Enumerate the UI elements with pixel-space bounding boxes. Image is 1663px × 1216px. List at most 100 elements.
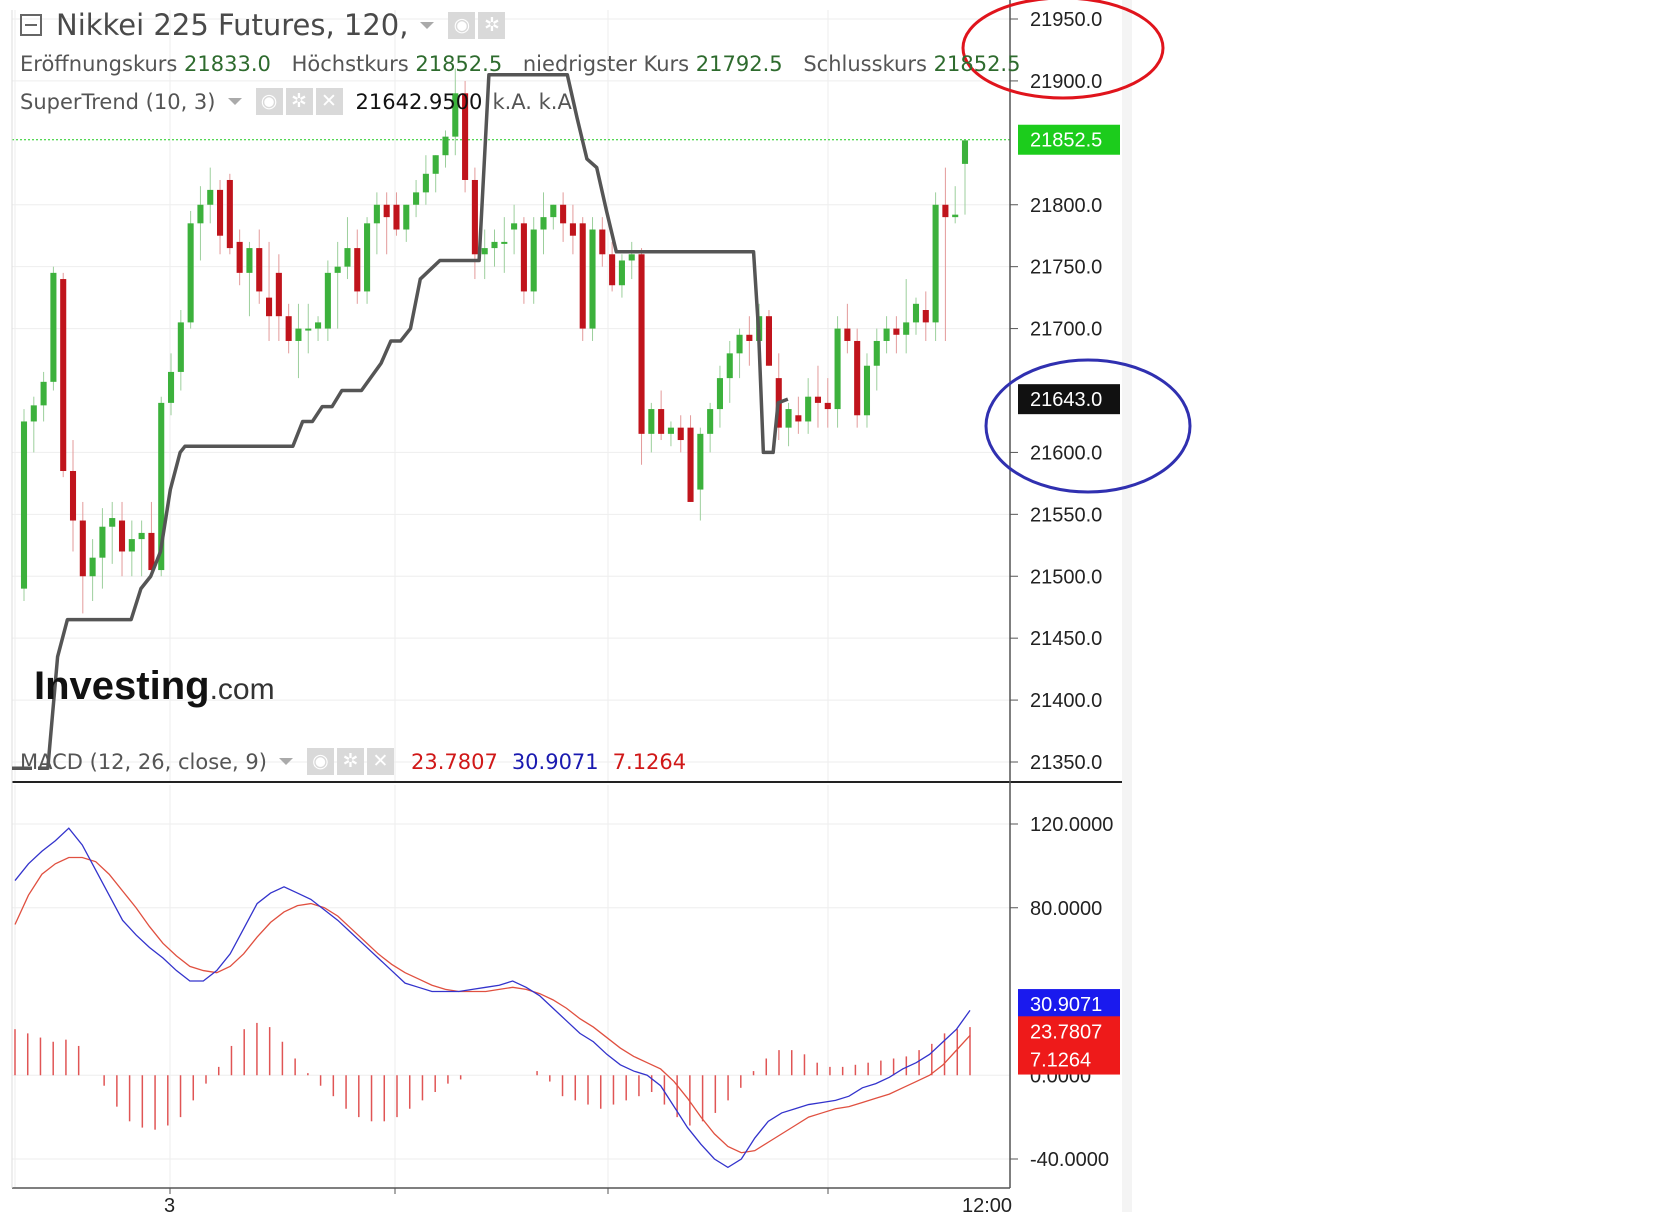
candle-body [324,272,331,329]
candle-body [138,532,145,540]
supertrend-na: k.A. k.A. [492,89,579,114]
gear-icon[interactable]: ✲ [336,748,364,775]
candle-body [795,415,802,422]
candle-body [560,204,567,224]
y-tick-label: 21400.0 [1030,690,1102,712]
gear-icon[interactable]: ✲ [285,88,313,115]
macd-line [14,827,971,1169]
annotation-blue-ellipse [984,358,1192,494]
candle-body [256,248,263,292]
y-tick-label: 21350.0 [1030,752,1102,774]
macd-label: MACD (12, 26, close, 9) [20,749,267,774]
candle-body [765,316,772,366]
candle-body [550,204,557,218]
last-price-label: 21852.5 [1030,130,1102,152]
candle-body [883,328,890,341]
y-tick-label: 21700.0 [1030,319,1102,341]
macd-tick-label: 120.0000 [1030,814,1113,836]
logo-suffix: .com [209,673,275,706]
candle-body [305,328,312,331]
candle-body [824,402,831,410]
y-tick-label: 21550.0 [1030,504,1102,526]
close-icon[interactable]: ✕ [366,748,394,775]
annotation-red-ellipse [961,0,1165,100]
candle-body [393,204,400,230]
right-scroll-strip [1122,0,1132,1212]
hist-value-marker [1018,1044,1120,1075]
last-price-marker [1018,124,1120,155]
supertrend-marker [1018,384,1120,415]
candle-body [599,229,606,255]
candle-body [481,248,488,255]
candle-body [589,229,596,329]
candle-body [40,381,47,406]
candle-body [746,334,753,341]
candle-body [158,402,165,571]
candle-body [520,223,527,292]
ohlc-low-value: 21792.5 [695,52,783,76]
candle-body [530,229,537,292]
candle-body [50,272,57,382]
candle-body [197,204,204,224]
ohlc-high-label: Höchstkurs [291,52,409,76]
dropdown-caret-icon[interactable] [227,98,242,105]
candle-body [687,427,694,502]
eye-icon[interactable]: ◉ [306,748,334,775]
ohlc-open-value: 21833.0 [184,52,271,76]
dropdown-caret-icon[interactable] [420,21,435,29]
ohlc-close-label: Schlusskurs [803,52,927,76]
y-tick-label: 21500.0 [1030,566,1102,588]
candle-body [207,189,214,205]
candle-body [422,173,429,193]
signal-value-marker-label: 23.7807 [1030,1021,1102,1043]
candle-body [30,405,37,422]
symbol-title: Nikkei 225 Futures, 120, [56,8,409,42]
candle-body [658,409,665,434]
candle-body [20,421,28,589]
candle-body [442,136,449,156]
candle-body [540,217,547,230]
candle-body [736,334,743,354]
candle-body [354,248,361,292]
candle-body [844,328,851,341]
candle-body [667,427,674,434]
candle-body [315,322,322,329]
collapse-icon[interactable] [20,14,42,36]
candle-body [236,241,243,273]
candle-body [60,279,67,471]
y-tick-label: 21750.0 [1030,257,1102,279]
candle-body [569,223,576,236]
y-tick-label: 21900.0 [1030,71,1102,93]
candle-body [873,340,880,366]
eye-icon[interactable]: ◉ [255,88,283,115]
gear-icon[interactable]: ✲ [478,11,506,39]
candle-body [814,396,822,403]
candle-body [697,433,704,490]
dropdown-caret-icon[interactable] [278,758,293,765]
candle-body [364,223,371,292]
close-icon[interactable]: ✕ [315,88,343,115]
candle-body [334,266,341,273]
candle-body [609,254,616,286]
candle-body [834,328,841,410]
macd-value-signal: 23.7807 [410,749,498,774]
candle-body [912,303,920,323]
candle-body [344,248,351,267]
candle-body [854,340,861,416]
supertrend-value: 21642.9500 [355,89,483,114]
candle-body [579,223,586,329]
candle-body [961,140,969,164]
candle-body [785,409,792,428]
y-tick-label: 21450.0 [1030,628,1102,650]
candle-body [491,241,498,249]
candle-body [942,204,949,218]
eye-icon[interactable]: ◉ [448,11,476,39]
candle-body [677,427,684,441]
chart-title-row: Nikkei 225 Futures, 120, ◉ ✲ [20,8,508,42]
supertrend-marker-label: 21643.0 [1030,389,1102,411]
supertrend-line [38,72,789,770]
candle-body [383,204,390,218]
y-tick-label: 21950.0 [1030,9,1102,31]
ohlc-open-label: Eröffnungskurs [20,52,178,76]
